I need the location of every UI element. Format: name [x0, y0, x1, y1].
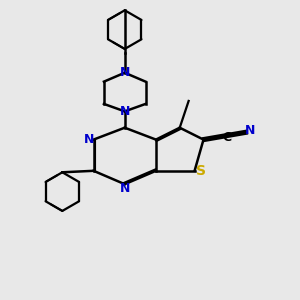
- Text: N: N: [120, 106, 130, 118]
- Text: C: C: [222, 131, 231, 144]
- Text: S: S: [196, 164, 206, 178]
- Text: N: N: [119, 182, 130, 195]
- Text: N: N: [244, 124, 255, 137]
- Text: N: N: [84, 133, 94, 146]
- Text: N: N: [119, 66, 130, 79]
